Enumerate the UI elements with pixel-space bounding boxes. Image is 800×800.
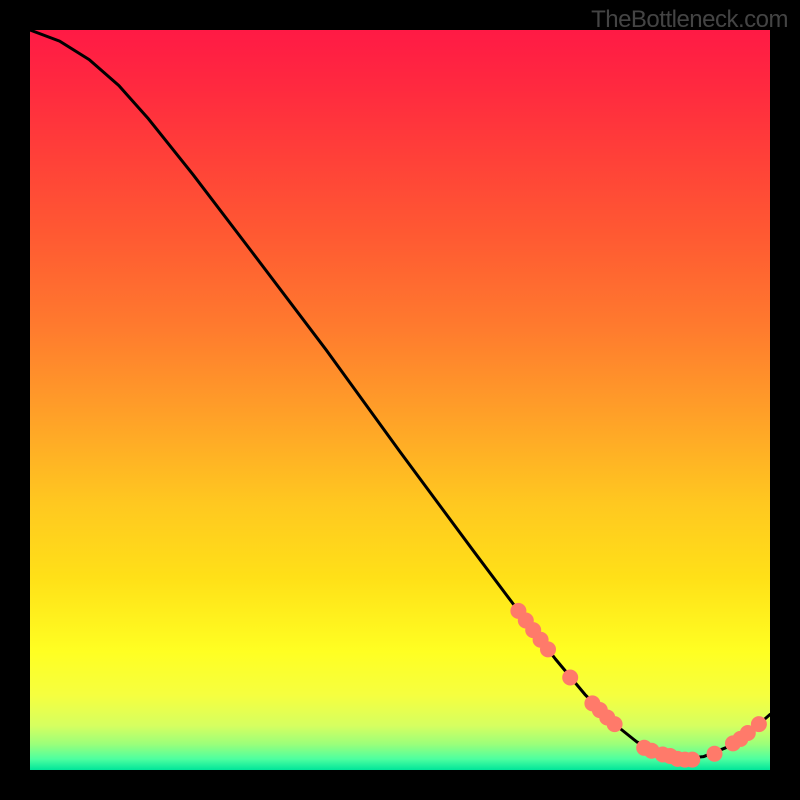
data-marker [607,716,623,732]
data-marker [751,716,767,732]
chart-svg [0,0,800,800]
data-marker [707,746,723,762]
data-marker [684,752,700,768]
plot-background [30,30,770,770]
data-marker [562,670,578,686]
data-marker [540,641,556,657]
bottleneck-chart: TheBottleneck.com [0,0,800,800]
watermark-text: TheBottleneck.com [591,6,788,34]
